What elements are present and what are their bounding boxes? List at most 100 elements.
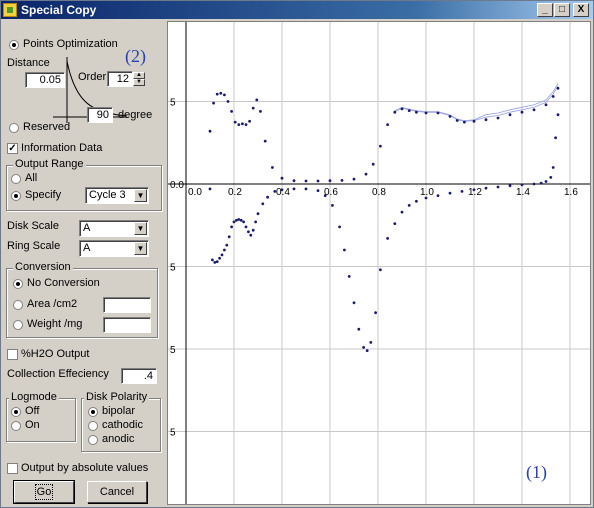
data-point [401,211,404,214]
options-panel: Points Optimization Distance 0.05 Order:… [1,19,165,507]
data-point [271,166,274,169]
cycle-select[interactable]: Cycle 3 ▼ [85,187,149,204]
output-specify-radio[interactable] [11,191,21,201]
minimize-button[interactable]: _ [537,3,553,17]
order-field[interactable]: 12 [107,71,133,87]
ring-scale-select[interactable]: A ▼ [79,240,149,257]
close-button[interactable]: X [573,3,589,17]
data-point [545,180,548,183]
data-point [216,93,219,96]
area-radio[interactable] [13,300,23,310]
output-range-group: Output Range All Specify Cycle 3 ▼ [6,165,162,211]
chevron-down-icon[interactable]: ▼ [134,222,147,235]
cathodic-label: cathodic [102,419,143,431]
disk-scale-select[interactable]: A ▼ [79,220,149,237]
data-point [386,123,389,126]
data-point [362,346,365,349]
disk-scale-label: Disk Scale [7,220,59,232]
data-point [533,183,536,186]
data-point [425,112,428,115]
cathodic-radio[interactable] [88,421,98,431]
plot-area[interactable]: 0.0 0.2 0.4 0.6 0.8 1.0 1.2 1.4 1.6 5 0.0 5 5 5 (1) [167,21,591,505]
data-point [497,186,500,189]
x-tick-label: 1.6 [564,187,578,198]
anodic-radio[interactable] [88,435,98,445]
no-conversion-radio[interactable] [13,279,23,289]
data-point [305,180,308,183]
weight-field[interactable] [103,317,151,333]
data-point [259,110,262,113]
data-point [437,112,440,115]
h2o-output-checkbox[interactable] [7,349,18,360]
logmode-off-radio[interactable] [11,407,21,417]
data-point [209,130,212,133]
data-point [425,197,428,200]
bipolar-label: bipolar [102,405,135,417]
bipolar-radio[interactable] [88,407,98,417]
weight-radio[interactable] [13,320,23,330]
data-point [449,115,452,118]
data-point [374,311,377,314]
order-spinner[interactable]: ▲ ▼ [133,72,145,86]
data-point [509,113,512,116]
reserved-radio[interactable] [9,123,19,133]
output-all-radio[interactable] [11,174,21,184]
logmode-on-radio[interactable] [11,421,21,431]
data-point [540,182,543,185]
angle-field[interactable]: 90 [87,107,113,123]
data-point [461,190,464,193]
data-point [230,226,233,229]
data-point [212,102,215,105]
data-point [281,177,284,180]
data-point [235,219,238,222]
data-point [329,179,332,182]
x-tick-label: 0.4 [276,187,290,198]
ring-scale-value: A [83,242,90,254]
data-point [234,121,237,124]
collection-efficiency-field[interactable]: .4 [121,368,157,384]
disk-polarity-title: Disk Polarity [84,391,149,403]
window-title: Special Copy [21,3,96,17]
data-point [393,111,396,114]
data-point [255,99,258,102]
data-point [266,196,269,199]
data-point [245,226,248,229]
chevron-down-icon[interactable]: ▼ [134,242,147,255]
reserved-label: Reserved [23,121,70,133]
data-point [533,108,536,111]
area-field[interactable] [103,297,151,313]
data-point [252,229,255,232]
data-point [254,221,257,224]
data-point [343,249,346,252]
data-point [281,188,284,191]
data-point [557,87,560,90]
maximize-button[interactable]: □ [554,3,570,17]
data-point [509,184,512,187]
data-point [240,219,243,222]
data-point [415,111,418,114]
data-point [365,173,368,176]
data-point [415,200,418,203]
annotation-1: (1) [526,462,547,483]
data-point [485,118,488,121]
data-point [237,123,240,126]
points-optimization-radio[interactable] [9,40,19,50]
data-point [223,94,226,97]
go-button[interactable]: Go [14,481,74,503]
data-point [552,95,555,98]
data-point [230,110,233,113]
data-point [317,180,320,183]
data-point [401,108,404,111]
y-tick-label: 0.0 [170,180,184,191]
cancel-button[interactable]: Cancel [87,481,147,503]
y-tick-label: 5 [170,428,176,439]
data-point [456,119,459,122]
information-data-checkbox[interactable]: ✓ [7,143,18,154]
h2o-output-label: %H2O Output [21,348,89,360]
data-point [241,122,244,125]
data-point [338,226,341,229]
data-point [557,113,560,116]
title-bar[interactable]: Special Copy _ □ X [1,1,593,19]
absolute-output-checkbox[interactable] [7,463,18,474]
chevron-down-icon[interactable]: ▼ [134,189,147,202]
